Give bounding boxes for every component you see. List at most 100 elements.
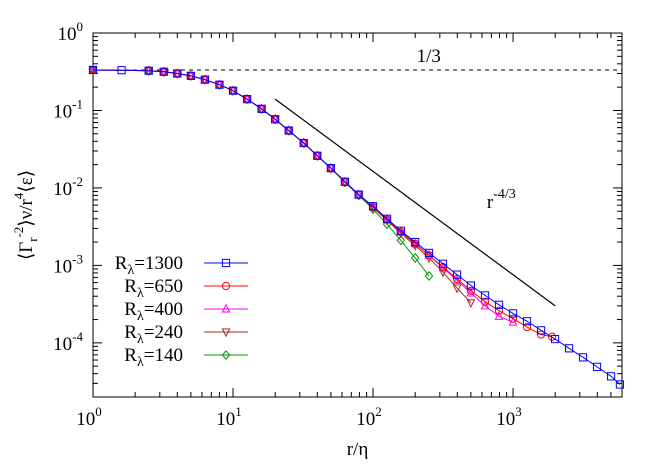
data-point [480,291,490,300]
data-point [466,281,475,290]
data-point [173,69,182,78]
data-point [299,138,308,148]
y-tick-label-part: 0 [77,19,84,34]
data-point [424,248,434,257]
legend-label: Rλ=1300 [115,253,183,278]
data-point [452,270,462,279]
data-point [340,176,350,186]
y-tick-label-part: -3 [72,251,83,266]
data-point [547,332,557,341]
data-point [615,380,625,389]
data-point [354,191,364,200]
one-third-label-part: 1/3 [417,46,441,67]
power-law-line [274,98,556,307]
data-point [88,64,98,74]
data-point [326,162,336,172]
data-point [200,75,210,84]
data-point [215,80,224,89]
one-third-label: 1/3 [417,46,441,67]
data-point [508,309,518,318]
y-axis-label-part: 4 [11,192,26,199]
series-group [88,64,625,389]
x-tick-label: 103 [496,404,522,430]
x-tick-label-part: 1 [235,404,242,419]
y-tick-label: 100 [58,19,84,45]
data-point [88,65,98,75]
data-point [494,306,504,315]
data-point [578,353,588,362]
data-point [326,164,336,174]
x-tick-label: 100 [76,404,102,430]
legend-label-part: =400 [144,299,183,320]
legend-swatch-marker [221,328,231,338]
x-tick-label-part: 2 [375,404,382,419]
legend-label-part: R [115,253,128,274]
legend-label-part: λ [137,332,144,347]
legend-label-part: =650 [144,276,183,297]
x-tick-label-part: 0 [95,404,102,419]
x-tick-label-part: 10 [216,409,235,430]
legend-swatch-marker [221,350,231,360]
data-point [536,330,546,339]
y-tick-label-part: -4 [72,329,83,344]
legend-swatch-marker [221,303,231,313]
data-point [270,113,280,123]
data-point [452,274,462,283]
data-point [396,226,406,236]
data-point [564,344,574,353]
data-point [411,237,420,247]
data-point [382,214,392,223]
y-axis-label-part: ⟨ε⟩ [16,170,37,193]
data-point [592,362,602,371]
data-point [313,151,322,160]
data-point [340,178,350,188]
plot-border [92,32,623,398]
y-tick-label: 10-4 [53,329,83,355]
legend-label-part: R [124,299,137,320]
y-tick-label: 10-3 [53,251,83,277]
data-point [410,252,420,263]
data-point [271,115,280,124]
legend-label-part: =140 [144,345,183,366]
legend-label-part: R [124,345,137,366]
y-axis-label-part: ⟨Γ [16,242,37,260]
y-tick-label-part: 10 [53,101,72,122]
data-point [144,65,154,75]
data-point [466,286,475,295]
legend-label-part: λ [137,355,144,370]
x-axis-label: r/η [347,439,369,460]
y-tick-label-part: -1 [72,96,83,111]
y-tick-label: 10-2 [53,174,83,200]
data-point [159,67,168,76]
data-point [299,139,309,149]
data-point [368,202,378,211]
legend-label: Rλ=140 [124,345,183,370]
power-law-label-part: -4/3 [493,187,516,202]
legend-label-part: =240 [144,322,183,343]
data-point [522,322,532,332]
data-point [299,137,309,147]
y-tick-label: 10-1 [53,96,83,122]
data-point [257,104,266,113]
data-point [466,299,476,309]
data-point [550,334,560,344]
plot-frame [92,32,623,398]
power-law-label: r-4/3 [487,187,516,213]
series-140 [88,65,434,281]
x-tick-label: 102 [356,404,382,430]
y-tick-label-part: -2 [72,174,83,189]
legend-label-part: λ [127,263,134,278]
y-axis-label-part: ⟩ν/r [16,199,37,227]
data-point [312,152,322,162]
data-point [340,177,350,186]
x-tick-label-part: 10 [76,409,95,430]
data-point [270,115,280,125]
data-point [88,66,98,76]
data-point [480,297,490,306]
data-point [494,300,504,309]
data-point [144,66,153,75]
legend-label: Rλ=650 [124,276,183,301]
